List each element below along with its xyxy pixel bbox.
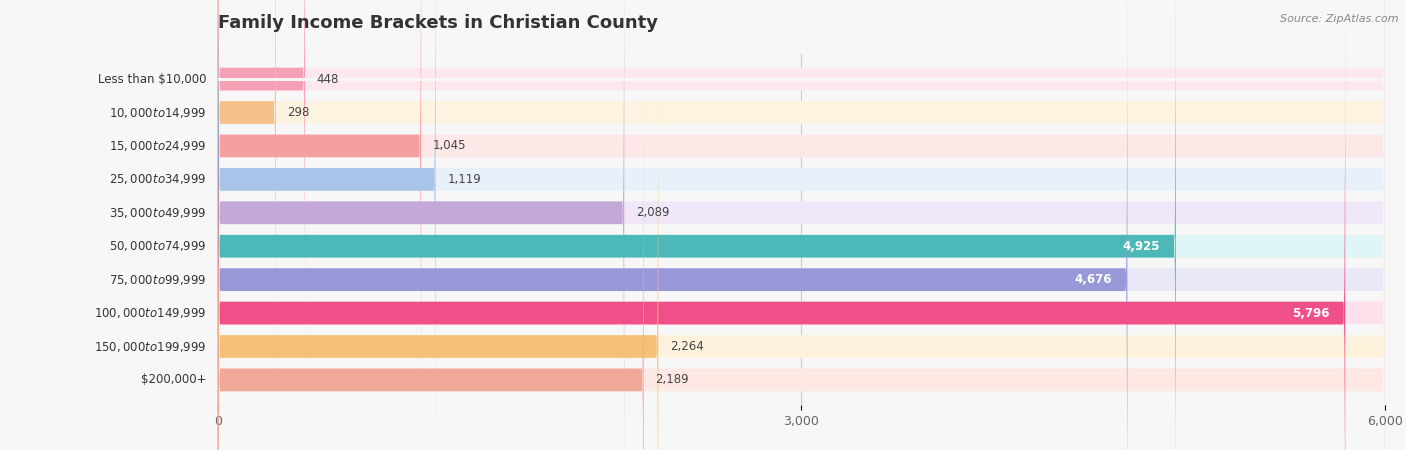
- Text: $10,000 to $14,999: $10,000 to $14,999: [108, 105, 207, 120]
- Text: 1,119: 1,119: [447, 173, 481, 186]
- FancyBboxPatch shape: [218, 0, 1385, 402]
- Text: 4,925: 4,925: [1123, 240, 1160, 253]
- FancyBboxPatch shape: [218, 0, 1346, 450]
- FancyBboxPatch shape: [218, 0, 1385, 436]
- Text: 2,189: 2,189: [655, 374, 689, 387]
- Text: 2,089: 2,089: [636, 206, 669, 219]
- FancyBboxPatch shape: [218, 57, 644, 450]
- FancyBboxPatch shape: [218, 0, 1385, 450]
- FancyBboxPatch shape: [218, 0, 436, 450]
- Text: $200,000+: $200,000+: [141, 374, 207, 387]
- Text: 2,264: 2,264: [669, 340, 703, 353]
- Text: 4,676: 4,676: [1074, 273, 1112, 286]
- Text: 1,045: 1,045: [433, 140, 467, 153]
- FancyBboxPatch shape: [218, 0, 1385, 450]
- FancyBboxPatch shape: [218, 23, 658, 450]
- Text: Source: ZipAtlas.com: Source: ZipAtlas.com: [1281, 14, 1399, 23]
- FancyBboxPatch shape: [218, 0, 624, 450]
- FancyBboxPatch shape: [218, 0, 1385, 450]
- Text: $35,000 to $49,999: $35,000 to $49,999: [108, 206, 207, 220]
- FancyBboxPatch shape: [218, 0, 1385, 450]
- FancyBboxPatch shape: [218, 0, 1128, 450]
- FancyBboxPatch shape: [218, 0, 305, 402]
- FancyBboxPatch shape: [218, 0, 422, 450]
- FancyBboxPatch shape: [218, 0, 1385, 450]
- FancyBboxPatch shape: [218, 23, 1385, 450]
- FancyBboxPatch shape: [218, 0, 1385, 450]
- Text: $15,000 to $24,999: $15,000 to $24,999: [108, 139, 207, 153]
- Text: 448: 448: [316, 72, 339, 86]
- Text: Less than $10,000: Less than $10,000: [98, 72, 207, 86]
- Text: $25,000 to $34,999: $25,000 to $34,999: [108, 172, 207, 186]
- Text: $100,000 to $149,999: $100,000 to $149,999: [94, 306, 207, 320]
- FancyBboxPatch shape: [218, 0, 276, 436]
- Text: $150,000 to $199,999: $150,000 to $199,999: [94, 339, 207, 354]
- Text: 298: 298: [288, 106, 309, 119]
- Text: 5,796: 5,796: [1292, 306, 1330, 320]
- FancyBboxPatch shape: [218, 57, 1385, 450]
- Text: $75,000 to $99,999: $75,000 to $99,999: [108, 273, 207, 287]
- Text: $50,000 to $74,999: $50,000 to $74,999: [108, 239, 207, 253]
- FancyBboxPatch shape: [218, 0, 1175, 450]
- Text: Family Income Brackets in Christian County: Family Income Brackets in Christian Coun…: [218, 14, 658, 32]
